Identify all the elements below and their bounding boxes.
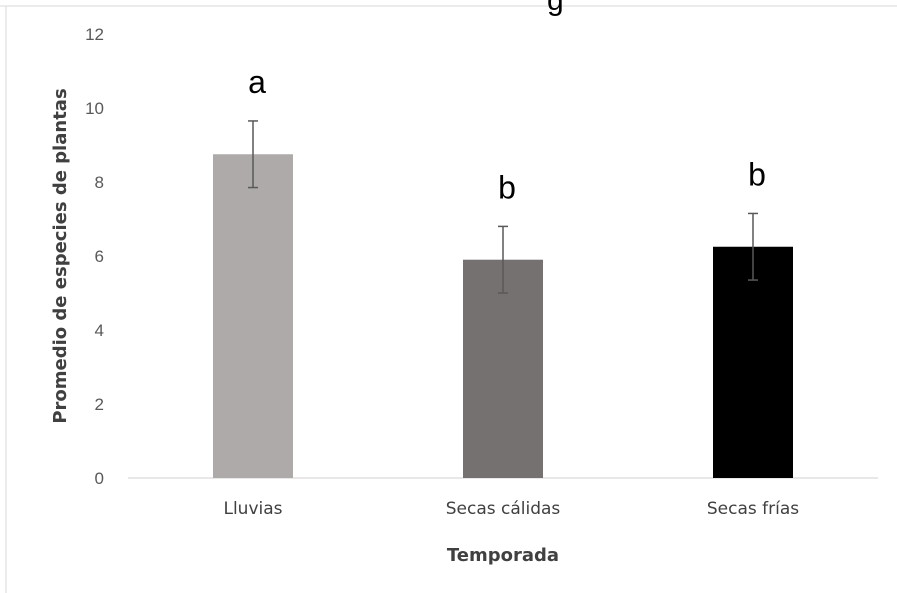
x-tick-label: Lluvias <box>223 499 282 519</box>
y-tick-label: 10 <box>85 99 104 118</box>
y-axis-title: Promedio de especies de plantas <box>50 88 71 423</box>
y-tick-label: 12 <box>85 25 104 44</box>
x-axis-title: Temporada <box>447 545 559 566</box>
bar <box>713 246 793 478</box>
y-tick-label: 4 <box>95 321 104 340</box>
y-tick-label: 0 <box>95 469 104 488</box>
x-tick-label: Secas frías <box>707 499 799 519</box>
y-tick-label: 2 <box>95 395 104 414</box>
plot-area: 0 2 4 6 8 10 12 a Lluvias b Secas cálidas b Secas fr… <box>85 25 878 519</box>
y-tick-label: 8 <box>95 173 104 192</box>
bar <box>213 154 293 478</box>
bar <box>463 259 543 478</box>
significance-letter: a <box>248 64 266 100</box>
chart-title-fragment: g <box>547 0 564 17</box>
significance-letter: b <box>498 169 516 205</box>
y-tick-label: 6 <box>95 247 104 266</box>
x-tick-label: Secas cálidas <box>446 499 561 519</box>
significance-letter: b <box>748 156 766 192</box>
